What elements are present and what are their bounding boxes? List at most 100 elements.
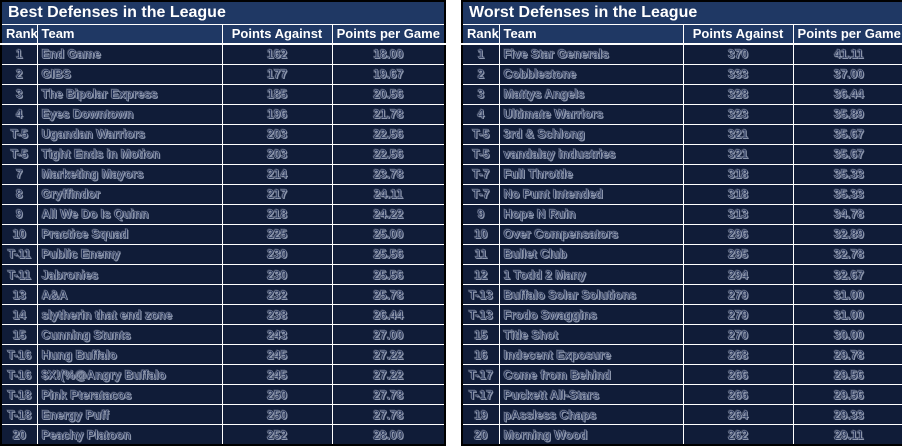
points-against-cell: 203: [221, 143, 333, 165]
points-per-game-cell: 35.89: [792, 103, 902, 125]
team-cell: Buffalo Solar Solutions: [498, 284, 684, 306]
table-row: 2 GIBS 177 19.67: [0, 63, 446, 85]
points-against-cell: 203: [221, 123, 333, 145]
points-per-game-cell: 27.22: [331, 344, 446, 366]
points-against-cell: 295: [682, 243, 794, 266]
team-cell: The Bipolar Express: [36, 83, 223, 105]
rank-cell: 16: [461, 344, 500, 366]
rank-cell: T-18: [0, 404, 38, 426]
points-against-cell: 279: [682, 284, 794, 306]
points-against-cell: 245: [221, 344, 333, 366]
points-per-game-cell: 25.56: [331, 264, 446, 286]
team-cell: Cobblestone: [498, 63, 684, 85]
column-header-team: Team: [36, 23, 223, 45]
points-against-cell: 333: [682, 63, 794, 85]
points-against-cell: 262: [682, 424, 794, 446]
points-per-game-cell: 21.78: [331, 103, 446, 125]
table-row: T-16 Hung Buffalo 245 27.22: [0, 344, 446, 366]
points-against-cell: 196: [221, 103, 333, 125]
table-row: T-5 Tight Ends in Motion 203 22.56: [0, 143, 446, 165]
points-against-cell: 321: [682, 143, 794, 165]
points-against-cell: 266: [682, 384, 794, 406]
table-row: 16 Indecent Exposure 268 29.78: [461, 344, 902, 366]
points-against-cell: 238: [221, 304, 333, 326]
team-cell: Over Compensators: [498, 223, 684, 245]
column-header-team: Team: [498, 23, 684, 45]
table-row: 19 pAssless Chaps 264 29.33: [461, 404, 902, 426]
points-per-game-cell: 31.00: [792, 284, 902, 306]
points-per-game-cell: 19.67: [331, 63, 446, 85]
table-row: T-17 Come from Behind 266 29.56: [461, 364, 902, 386]
table-row: T-13 Frodo Swaggins 279 31.00: [461, 304, 902, 326]
rank-cell: 14: [0, 304, 38, 326]
points-against-cell: 264: [682, 404, 794, 426]
points-against-cell: 252: [221, 424, 333, 446]
points-against-cell: 177: [221, 63, 333, 85]
points-per-game-cell: 25.56: [331, 243, 446, 266]
points-per-game-cell: 24.11: [331, 183, 446, 205]
points-against-cell: 279: [682, 304, 794, 326]
team-cell: Gryffindor: [36, 183, 223, 205]
column-header-rank: Rank: [0, 23, 38, 45]
points-per-game-cell: 29.11: [792, 424, 902, 446]
team-cell: Peachy Platoon: [36, 424, 223, 446]
points-against-cell: 296: [682, 223, 794, 245]
rank-cell: T-5: [461, 123, 500, 145]
worst-defenses-title-row: Worst Defenses in the League: [461, 0, 902, 25]
points-per-game-cell: 22.56: [331, 123, 446, 145]
team-cell: Hung Buffalo: [36, 344, 223, 366]
rank-cell: T-5: [0, 143, 38, 165]
points-against-cell: 328: [682, 83, 794, 105]
table-row: 1 Five Star Generals 370 41.11: [461, 43, 902, 65]
team-cell: Bullet Club: [498, 243, 684, 266]
table-row: 14 slytherin that end zone 238 26.44: [0, 304, 446, 326]
team-cell: No Punt Intended: [498, 183, 684, 205]
team-cell: A&A: [36, 284, 223, 306]
team-cell: vandalay industries: [498, 143, 684, 165]
points-against-cell: 321: [682, 123, 794, 145]
table-row: T-18 Pink Pteratacos 250 27.78: [0, 384, 446, 406]
points-against-cell: 225: [221, 223, 333, 245]
rank-cell: 11: [461, 243, 500, 266]
team-cell: slytherin that end zone: [36, 304, 223, 326]
table-row: 1 End Game 162 18.00: [0, 43, 446, 65]
points-per-game-cell: 32.67: [792, 264, 902, 286]
team-cell: Hope N Ruin: [498, 203, 684, 225]
table-row: T-5 3rd & Schlong 321 35.67: [461, 123, 902, 145]
table-row: 9 All We Do Is Quinn 218 24.22: [0, 203, 446, 225]
best-defenses-body: 1 End Game 162 18.00 2 GIBS 177 19.67 3 The Bipol…: [0, 43, 446, 446]
points-against-cell: 266: [682, 364, 794, 386]
table-row: 8 Gryffindor 217 24.11: [0, 183, 446, 205]
points-against-cell: 217: [221, 183, 333, 205]
rank-cell: 3: [0, 83, 38, 105]
rank-cell: T-5: [0, 123, 38, 145]
team-cell: Energy Puff: [36, 404, 223, 426]
points-per-game-cell: 20.56: [331, 83, 446, 105]
table-row: 4 Ultimate Warriors 323 35.89: [461, 103, 902, 125]
rank-cell: T-5: [461, 143, 500, 165]
team-cell: Marketing Mayors: [36, 163, 223, 185]
table-row: T-13 Buffalo Solar Solutions 279 31.00: [461, 284, 902, 306]
rank-cell: 2: [0, 63, 38, 85]
rank-cell: 7: [0, 163, 38, 185]
table-row: T-16 $X!(%@Angry Buffalo 245 27.22: [0, 364, 446, 386]
points-per-game-cell: 29.78: [792, 344, 902, 366]
points-against-cell: 245: [221, 364, 333, 386]
points-per-game-cell: 25.78: [331, 284, 446, 306]
points-against-cell: 318: [682, 183, 794, 205]
points-per-game-cell: 32.89: [792, 223, 902, 245]
team-cell: Frodo Swaggins: [498, 304, 684, 326]
rank-cell: 8: [0, 183, 38, 205]
points-against-cell: 230: [221, 264, 333, 286]
rank-cell: 20: [461, 424, 500, 446]
table-row: 15 Title Shot 270 30.00: [461, 324, 902, 346]
table-row: 20 Morning Wood 262 29.11: [461, 424, 902, 446]
points-per-game-cell: 37.00: [792, 63, 902, 85]
points-against-cell: 313: [682, 203, 794, 225]
rank-cell: 4: [461, 103, 500, 125]
best-defenses-title-row: Best Defenses in the League: [0, 0, 446, 25]
table-row: 10 Practice Squad 225 25.00: [0, 223, 446, 245]
table-row: T-5 vandalay industries 321 35.67: [461, 143, 902, 165]
points-against-cell: 250: [221, 404, 333, 426]
points-against-cell: 232: [221, 284, 333, 306]
